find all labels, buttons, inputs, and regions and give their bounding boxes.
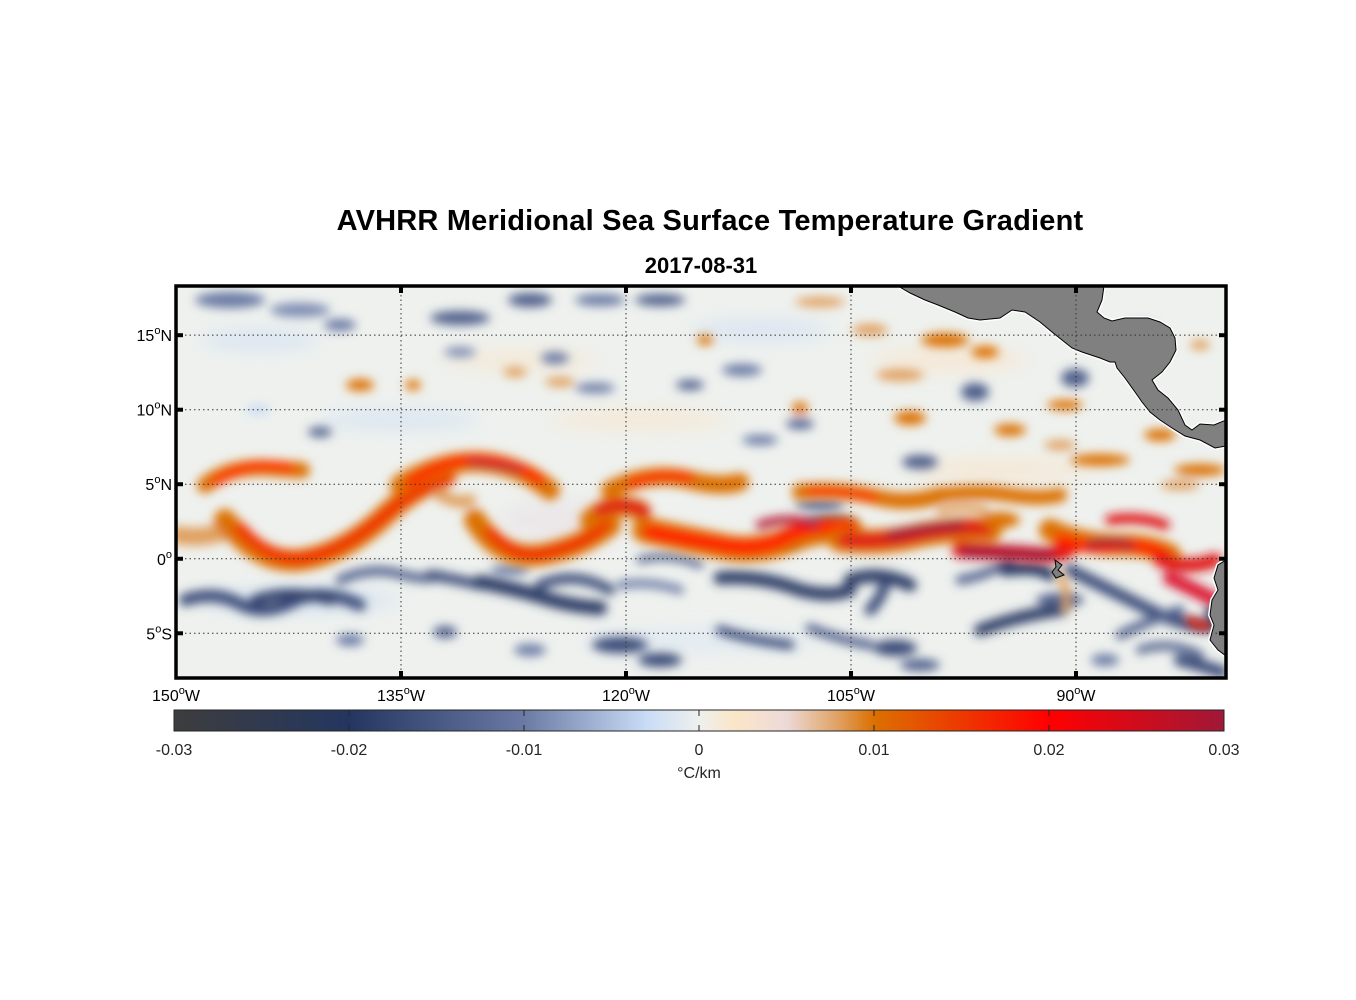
colorbar-tick-label: 0.03 <box>1208 742 1239 759</box>
land-central-america <box>896 286 1226 658</box>
x-tick-label: 90oW <box>1056 685 1096 705</box>
galapagos-islands <box>1051 558 1065 579</box>
colorbar-tick-label: 0.02 <box>1033 742 1064 759</box>
colorbar-tick-label: -0.02 <box>331 742 368 759</box>
colorbar-tick-labels: -0.03 -0.02 -0.01 0 0.01 0.02 0.03 <box>156 742 1240 759</box>
colorbar-ticks <box>348 710 1050 731</box>
sst-gradient-field <box>176 286 1226 678</box>
equatorial-positive-band <box>176 451 1222 630</box>
x-tick-label: 120oW <box>602 685 651 705</box>
y-tick-label: 5oS <box>146 623 172 643</box>
map-frame <box>174 284 1228 680</box>
colorbar-label: °C/km <box>677 765 721 782</box>
northern-blobs <box>195 292 1226 490</box>
axis-ticks <box>176 286 1226 678</box>
colorbar-tick-label: 0.01 <box>858 742 889 759</box>
x-tick-label: 135oW <box>377 685 426 705</box>
y-tick-label: 5oN <box>145 474 172 494</box>
colorbar: -0.03 -0.02 -0.01 0 0.01 0.02 0.03 °C/km <box>156 709 1240 782</box>
longitude-labels: 150oW 135oW 120oW 105oW 90oW <box>152 685 1096 705</box>
x-tick-label: 150oW <box>152 685 201 705</box>
colorbar-tick-label: -0.03 <box>156 742 193 759</box>
y-tick-label: 0o <box>157 549 172 569</box>
y-tick-label: 15oN <box>137 325 172 345</box>
x-tick-label: 105oW <box>827 685 876 705</box>
y-tick-label: 10oN <box>137 400 172 420</box>
chart-title: AVHRR Meridional Sea Surface Temperature… <box>336 205 1084 237</box>
latitude-labels: 15oN 10oN 5oN 0o 5oS <box>137 325 172 643</box>
colorbar-tick-label: -0.01 <box>506 742 543 759</box>
colorbar-tick-label: 0 <box>695 742 704 759</box>
chart-subtitle: 2017-08-31 <box>644 253 758 278</box>
